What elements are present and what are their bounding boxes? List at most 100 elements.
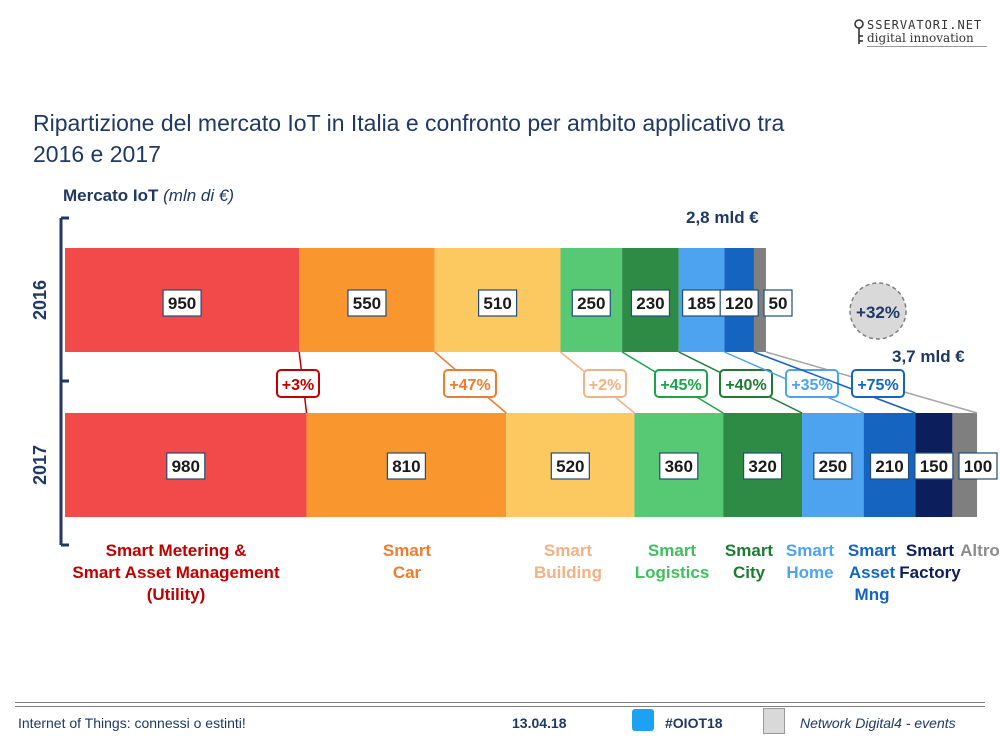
total-growth-label: +32% [856,303,900,322]
year-label-2017: 2017 [30,445,50,485]
value-2016-smart-home-box [681,289,722,317]
growth-connector-smart-asset-mng [753,351,916,414]
category-label-line: Car [393,563,422,582]
value-2017-smart-car: 810 [392,457,420,476]
category-label-line: Altro [960,541,1000,560]
category-label-line: Building [534,563,602,582]
value-2017-smart-car-box [386,452,427,480]
network-digital4-icon [763,708,785,734]
value-2016-smart-home: 185 [687,294,715,313]
growth-badge-box-smart-building [583,369,627,398]
footer-date: 13.04.18 [512,715,567,731]
growth-badge-smart-home: +35% [791,377,832,394]
growth-badge-smart-building: +2% [589,377,621,394]
value-2017-smart-asset-mng-box [869,452,910,480]
category-label-line: (Utility) [147,585,206,604]
category-label-smart-logistics: Smart Logistics [635,541,710,582]
total-2017: 3,7 mld € [892,347,965,366]
growth-badge-smart-asset-mng: +75% [857,377,898,394]
growth-badge-smart-metering-smart-asset-management-utility: +3% [282,377,314,394]
value-2016-altro: 50 [769,294,788,313]
value-2017-smart-metering-smart-asset-management-utility-box [166,452,206,480]
growth-badge-box-smart-logistics [654,369,708,398]
growth-badge-box-smart-asset-mng [851,369,905,398]
value-2017-smart-city-box [742,452,783,480]
category-label-line: Home [786,563,833,582]
value-2017-smart-metering-smart-asset-management-utility: 980 [172,457,200,476]
slide-title: Ripartizione del mercato IoT in Italia e… [33,110,785,167]
value-2017-smart-factory-box [914,452,954,480]
category-label-line: Factory [899,563,961,582]
footer-network: Network Digital4 - events [800,715,956,731]
growth-badge-smart-city: +40% [725,377,766,394]
category-label-line: Smart [544,541,593,560]
twitter-icon [632,709,654,731]
chart-subtitle: Mercato IoT (mln di €) [63,186,234,206]
value-2017-smart-home: 250 [819,457,847,476]
value-2017-smart-asset-mng: 210 [875,457,903,476]
category-label-line: City [733,563,766,582]
value-2017-smart-home-box [813,452,853,480]
value-2017-altro: 100 [964,457,992,476]
value-2017-smart-building: 520 [556,457,584,476]
logo-underline [867,46,987,47]
logo-bottom-text: digital innovation [867,31,974,45]
category-label-line: Smart Asset Management [72,563,280,582]
value-2016-smart-metering-smart-asset-management-utility: 950 [168,294,196,313]
category-label-smart-building: Smart Building [534,541,602,582]
footer-event-title: Internet of Things: connessi o estinti! [18,715,246,731]
category-label-smart-car: Smart Car [383,541,432,582]
value-2017-smart-factory: 150 [920,457,948,476]
category-label-smart-metering-smart-asset-management-utility: Smart Metering & Smart Asset Management (U… [72,541,280,604]
value-2017-smart-city: 320 [748,457,776,476]
value-2016-smart-asset-mng-box [719,289,759,317]
category-label-line: Asset [849,563,896,582]
category-label-altro: Altro [960,541,1000,560]
category-label-line: Mng [855,585,890,604]
total-2016: 2,8 mld € [686,208,759,227]
logo-mark-icon [854,19,864,44]
value-2016-smart-logistics: 250 [577,294,605,313]
category-label-smart-home: Smart Home [786,541,835,582]
value-2016-smart-car-box [347,289,387,317]
footer-divider-bottom [15,706,985,707]
subtitle-unit: (mln di €) [163,186,234,205]
growth-badge-smart-logistics: +45% [660,377,701,394]
value-2016-smart-building-box [478,289,518,317]
category-label-line: Smart [648,541,697,560]
y-axis-bracket [59,216,69,547]
value-2017-smart-logistics: 360 [665,457,693,476]
bar-2016-altro [753,248,766,352]
value-2016-smart-city-box [630,289,671,317]
logo-top-text: SSERVATORI.NET [867,18,983,32]
value-2016-smart-building: 510 [483,294,511,313]
value-2017-altro-box [958,452,998,480]
value-2016-smart-city: 230 [636,294,664,313]
value-2017-smart-logistics-box [659,452,699,480]
value-2016-smart-logistics-box [571,289,611,317]
total-growth-circle [849,282,907,340]
category-label-line: Smart [383,541,432,560]
value-2017-smart-building-box [550,452,590,480]
value-2016-smart-metering-smart-asset-management-utility-box [162,289,202,317]
category-label-line: Smart [786,541,835,560]
footer-hashtag[interactable]: #OIOT18 [665,715,723,731]
year-label-2016: 2016 [30,280,50,320]
category-label-line: Smart Metering & [106,541,247,560]
footer-divider-top [15,702,985,703]
category-label-smart-factory: Smart Factory [899,541,961,582]
growth-badge-box-smart-city [719,369,773,398]
category-label-line: Logistics [635,563,710,582]
category-label-smart-city: Smart City [725,541,774,582]
category-label-line: Smart [906,541,955,560]
category-label-smart-asset-mng: Smart Asset Mng [848,541,897,604]
growth-badge-box-smart-metering-smart-asset-management-utility [276,369,320,398]
value-2016-smart-car: 550 [353,294,381,313]
value-2016-smart-asset-mng: 120 [725,294,753,313]
osservatori-logo: SSERVATORI.NET digital innovation [853,18,993,58]
value-2016-altro-box [763,289,793,317]
category-label-line: Smart [725,541,774,560]
growth-badge-smart-car: +47% [449,377,490,394]
subtitle-main: Mercato IoT [63,186,159,205]
